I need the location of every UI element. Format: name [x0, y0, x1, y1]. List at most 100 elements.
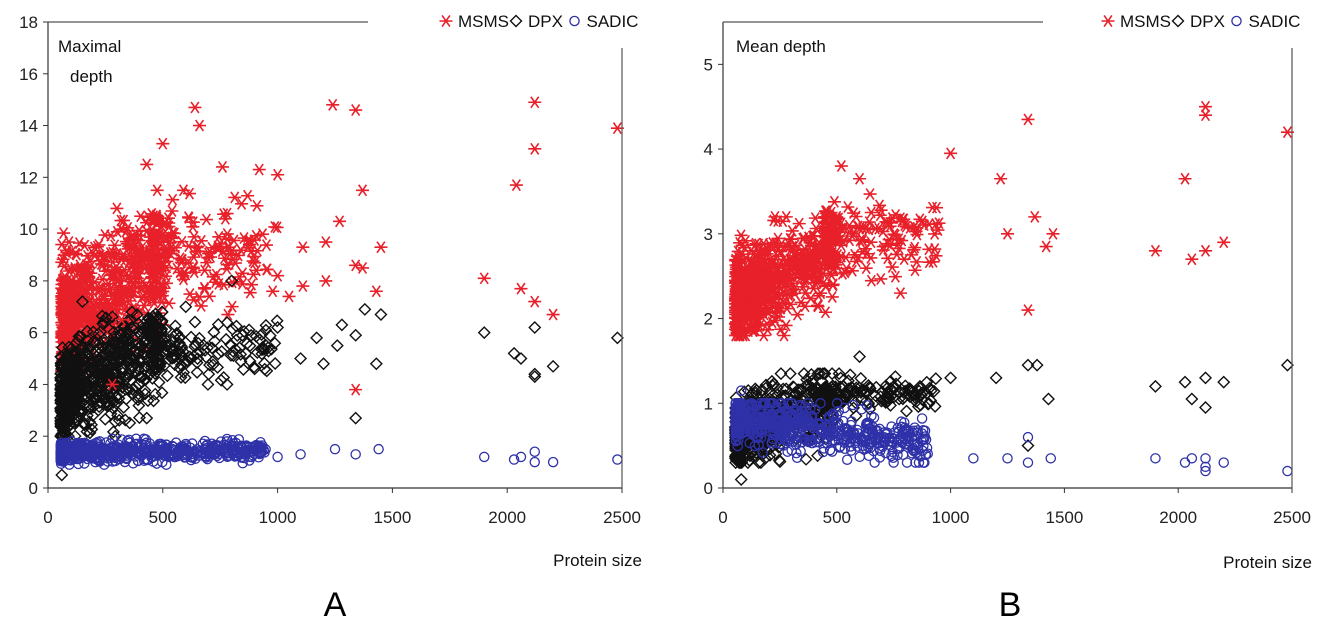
data-point-msms	[199, 213, 213, 226]
data-point-msms	[1039, 240, 1053, 253]
data-point-dpx	[257, 356, 271, 370]
data-point-dpx	[255, 347, 269, 361]
data-point-sadic	[1022, 431, 1034, 443]
data-point-dpx	[93, 376, 107, 390]
data-point-sadic	[73, 450, 85, 461]
data-point-sadic	[901, 424, 912, 436]
y-tick-label: 0	[704, 479, 713, 498]
data-point-dpx	[145, 364, 159, 378]
data-point-msms	[853, 172, 867, 185]
data-point-msms	[1046, 227, 1060, 240]
legend-marker-msms	[439, 15, 453, 27]
data-point-dpx	[514, 352, 528, 366]
data-point-msms	[203, 245, 217, 258]
data-point-sadic	[1186, 453, 1198, 464]
data-point-msms	[774, 323, 788, 336]
data-point-dpx	[101, 357, 115, 371]
data-point-dpx	[859, 386, 873, 400]
data-point-msms	[145, 243, 159, 256]
data-point-dpx	[172, 336, 186, 350]
data-point-msms	[271, 269, 285, 282]
data-point-dpx	[205, 341, 219, 355]
data-point-dpx	[836, 395, 850, 409]
x-tick-label: 2500	[603, 508, 641, 527]
data-point-msms	[781, 288, 795, 301]
data-point-dpx	[177, 365, 191, 379]
data-point-msms	[70, 248, 84, 261]
data-point-sadic	[910, 457, 921, 468]
data-point-sadic	[478, 451, 490, 463]
data-point-msms	[140, 158, 154, 171]
data-point-msms	[241, 235, 255, 248]
data-point-dpx	[335, 318, 349, 332]
data-point-dpx	[58, 412, 72, 426]
data-point-msms	[897, 253, 911, 266]
data-point-dpx	[358, 302, 372, 316]
data-point-dpx	[759, 381, 773, 395]
data-point-msms	[753, 306, 767, 319]
data-point-msms	[161, 229, 175, 242]
data-point-dpx	[528, 367, 542, 381]
data-point-sadic	[1200, 465, 1211, 477]
data-point-sadic	[373, 443, 384, 455]
data-point-dpx	[106, 401, 120, 415]
data-point-dpx	[68, 414, 82, 428]
data-point-dpx	[797, 367, 811, 381]
data-point-sadic	[732, 401, 743, 413]
data-point-dpx	[109, 347, 123, 361]
data-point-msms	[125, 285, 139, 298]
data-point-dpx	[734, 473, 748, 487]
data-point-sadic	[62, 445, 73, 456]
data-point-dpx	[813, 367, 827, 381]
data-point-sadic	[529, 446, 541, 458]
data-point-msms	[225, 244, 239, 257]
data-point-msms	[827, 195, 841, 208]
data-point-dpx	[173, 361, 187, 375]
data-point-msms	[820, 205, 834, 218]
data-point-msms	[225, 300, 239, 313]
data-point-dpx	[100, 369, 114, 383]
data-point-sadic	[189, 448, 200, 460]
data-point-sadic	[129, 444, 140, 456]
data-point-msms	[874, 272, 888, 285]
data-point-msms	[78, 262, 92, 275]
data-point-msms	[188, 101, 202, 114]
data-point-msms	[994, 172, 1008, 185]
data-point-sadic	[81, 449, 92, 460]
data-point-dpx	[190, 356, 204, 370]
data-point-msms	[85, 302, 99, 315]
data-point-sadic	[1218, 457, 1229, 468]
data-point-dpx	[259, 318, 273, 332]
data-point-sadic	[1002, 453, 1013, 464]
data-point-dpx	[876, 393, 890, 407]
data-point-dpx	[151, 357, 165, 371]
data-point-msms	[256, 228, 270, 241]
data-point-sadic	[151, 458, 162, 469]
data-point-dpx	[64, 353, 77, 367]
data-point-sadic	[831, 430, 842, 442]
data-point-msms	[790, 308, 804, 321]
x-tick-label: 1500	[373, 508, 411, 527]
data-point-dpx	[123, 313, 137, 327]
data-point-dpx	[117, 320, 131, 334]
data-point-msms	[863, 188, 877, 201]
data-point-sadic	[730, 415, 741, 426]
data-point-dpx	[75, 340, 89, 354]
data-point-msms	[165, 205, 179, 217]
data-point-msms	[113, 285, 127, 298]
data-point-msms	[98, 229, 112, 242]
data-point-dpx	[144, 326, 158, 340]
data-point-msms	[864, 251, 878, 264]
data-point-dpx	[229, 342, 243, 356]
data-point-msms	[763, 265, 777, 278]
data-point-msms	[864, 236, 878, 249]
data-point-dpx	[187, 349, 201, 363]
data-point-sadic	[744, 437, 755, 449]
data-point-sadic	[757, 447, 769, 458]
data-point-dpx	[349, 411, 363, 425]
data-point-sadic	[90, 445, 102, 457]
data-point-sadic	[732, 440, 743, 452]
data-point-sadic	[247, 450, 259, 461]
data-point-msms	[841, 201, 855, 213]
data-point-msms	[90, 240, 104, 253]
